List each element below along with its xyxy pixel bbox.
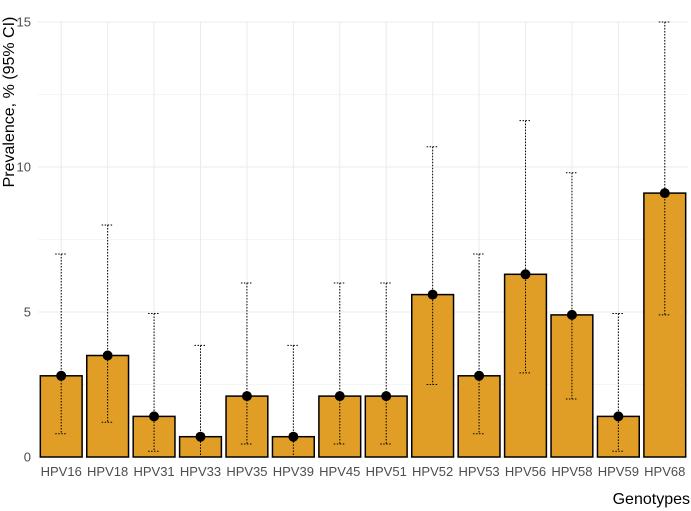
point-hpv33 xyxy=(195,431,206,442)
y-tick-label: 15 xyxy=(17,15,31,30)
points-layer xyxy=(56,188,670,442)
point-hpv56 xyxy=(520,269,531,280)
point-hpv53 xyxy=(474,370,485,381)
x-tick-label: HPV35 xyxy=(226,464,267,479)
point-hpv58 xyxy=(566,309,577,320)
x-tick-label: HPV16 xyxy=(41,464,82,479)
x-tick-label: HPV18 xyxy=(87,464,128,479)
x-tick-label: HPV53 xyxy=(458,464,499,479)
x-tick-label: HPV58 xyxy=(551,464,592,479)
bar-hpv51 xyxy=(364,395,408,458)
x-tick-label: HPV45 xyxy=(319,464,360,479)
error-bars-layer xyxy=(55,21,671,458)
bar-hpv45 xyxy=(318,395,362,458)
x-tick-label: HPV39 xyxy=(273,464,314,479)
point-hpv51 xyxy=(381,391,392,402)
bars-layer xyxy=(39,192,687,458)
x-axis-title: Genotypes xyxy=(613,491,690,508)
point-hpv18 xyxy=(102,350,113,361)
y-tick-label: 5 xyxy=(24,305,31,320)
point-hpv16 xyxy=(56,370,67,381)
bar-hpv68 xyxy=(643,192,687,458)
x-tick-label: HPV59 xyxy=(598,464,639,479)
x-tick-labels: HPV16 HPV18 HPV31 HPV33 HPV35 HPV39 HPV45 HPV51… xyxy=(41,464,686,479)
x-tick-label: HPV51 xyxy=(366,464,407,479)
point-hpv59 xyxy=(613,411,624,422)
x-tick-label: HPV68 xyxy=(644,464,685,479)
point-hpv39 xyxy=(288,431,299,442)
x-tick-label: HPV31 xyxy=(133,464,174,479)
point-hpv68 xyxy=(659,188,670,199)
y-axis-title: Prevalence, % (95% CI) xyxy=(1,17,18,188)
bar-hpv35 xyxy=(225,395,269,458)
x-tick-label: HPV56 xyxy=(505,464,546,479)
y-tick-label: 10 xyxy=(17,160,31,175)
point-hpv35 xyxy=(241,391,252,402)
y-tick-labels: 0 5 10 15 xyxy=(17,15,31,465)
y-tick-label: 0 xyxy=(24,450,31,465)
point-hpv45 xyxy=(334,391,345,402)
x-tick-label: HPV52 xyxy=(412,464,453,479)
x-tick-label: HPV33 xyxy=(180,464,221,479)
point-hpv52 xyxy=(427,289,438,300)
point-hpv31 xyxy=(149,411,160,422)
